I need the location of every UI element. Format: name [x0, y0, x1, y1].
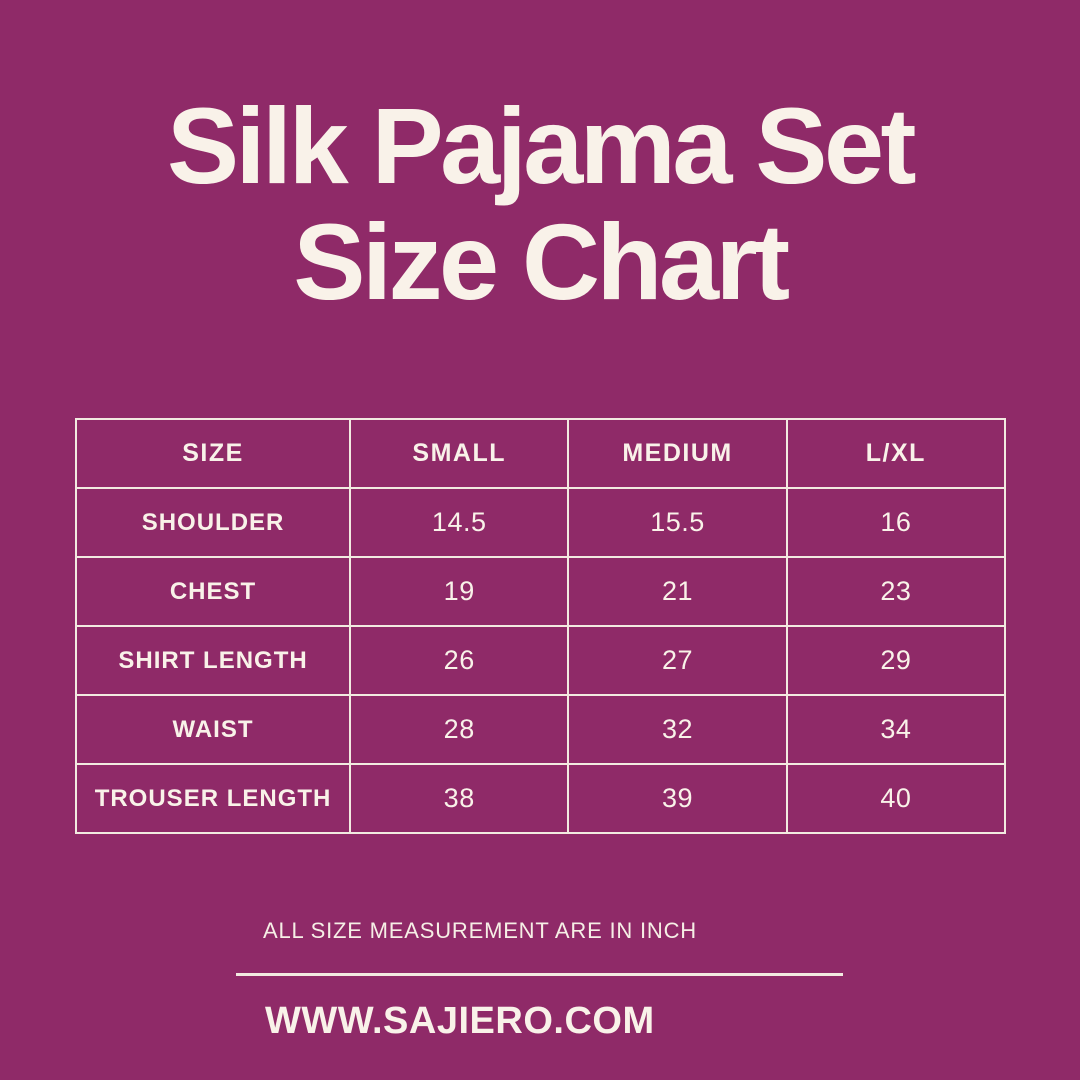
title-line-1: Silk Pajama Set	[167, 85, 916, 206]
cell-value: 23	[785, 556, 1007, 627]
table-header-row: SIZE SMALL MEDIUM L/XL	[74, 418, 1007, 489]
row-label-trouser-length: TROUSER LENGTH	[74, 763, 352, 834]
table-row: WAIST 28 32 34	[74, 694, 1007, 765]
page-title: Silk Pajama Set Size Chart	[0, 88, 1080, 319]
row-label-shirt-length: SHIRT LENGTH	[74, 625, 352, 696]
cell-value: 39	[567, 763, 788, 834]
cell-value: 28	[349, 694, 570, 765]
size-chart-table: SIZE SMALL MEDIUM L/XL SHOULDER 14.5 15.…	[74, 418, 1007, 834]
column-header-lxl: L/XL	[785, 418, 1007, 489]
column-header-small: SMALL	[349, 418, 570, 489]
row-label-waist: WAIST	[74, 694, 352, 765]
cell-value: 26	[349, 625, 570, 696]
row-label-shoulder: SHOULDER	[74, 487, 352, 558]
cell-value: 15.5	[567, 487, 788, 558]
measurement-note: ALL SIZE MEASUREMENT ARE IN INCH	[263, 918, 697, 943]
row-label-chest: CHEST	[74, 556, 352, 627]
table-row: SHOULDER 14.5 15.5 16	[74, 487, 1007, 558]
cell-value: 40	[785, 763, 1007, 834]
divider-line	[236, 973, 843, 976]
cell-value: 19	[349, 556, 570, 627]
table-row: SHIRT LENGTH 26 27 29	[74, 625, 1007, 696]
cell-value: 27	[567, 625, 788, 696]
cell-value: 32	[567, 694, 788, 765]
cell-value: 21	[567, 556, 788, 627]
cell-value: 38	[349, 763, 570, 834]
cell-value: 14.5	[349, 487, 570, 558]
table-row: CHEST 19 21 23	[74, 556, 1007, 627]
cell-value: 16	[785, 487, 1007, 558]
column-header-medium: MEDIUM	[567, 418, 788, 489]
table-row: TROUSER LENGTH 38 39 40	[74, 763, 1007, 834]
title-line-2: Size Chart	[293, 200, 790, 322]
column-header-size: SIZE	[74, 418, 352, 489]
cell-value: 29	[785, 625, 1007, 696]
website-url: WWW.SAJIERO.COM	[265, 1000, 655, 1042]
cell-value: 34	[785, 694, 1007, 765]
